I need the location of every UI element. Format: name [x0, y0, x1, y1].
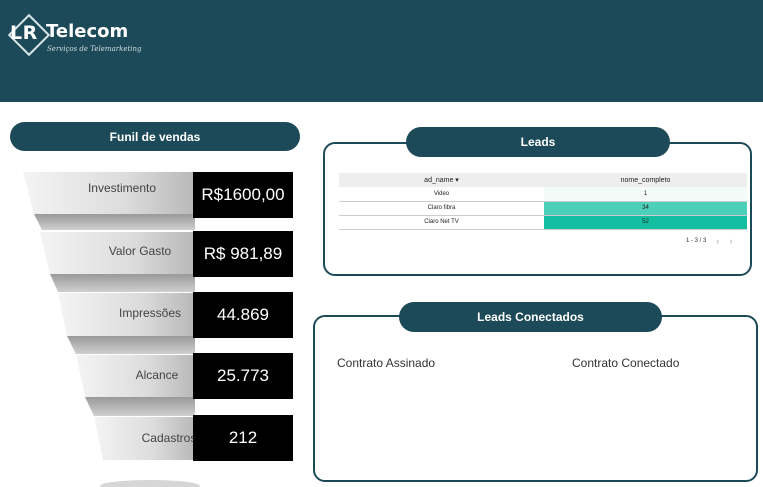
funnel-label-impressoes: Impressões: [118, 306, 182, 320]
table-cell-ad-name: Video: [339, 187, 544, 202]
lr-telecom-logo: LR Telecom Serviços de Telemarketing: [7, 13, 142, 64]
chevron-right-icon[interactable]: ›: [729, 236, 733, 246]
funnel-stage-4: [76, 355, 195, 397]
table-row: Video 1: [339, 187, 747, 202]
funnel-value-investimento: R$1600,00: [193, 172, 293, 218]
leads-title: Leads: [406, 127, 670, 157]
logo-telecom-text: Telecom: [46, 21, 129, 42]
funnel-shadow-2: [50, 274, 195, 292]
leads-table-header: ad_name ▾ nome_completo: [339, 173, 747, 187]
funnel-label-valor-gasto: Valor Gasto: [108, 244, 172, 258]
funnel-stage-2: [40, 232, 195, 274]
table-cell-nome-completo: 1: [544, 187, 747, 202]
table-pagination: 1 - 3 / 3 ‹ ›: [686, 236, 732, 246]
header-bar: LR Telecom Serviços de Telemarketing: [0, 0, 763, 102]
funnel-shadow-4: [85, 397, 195, 416]
pagination-text: 1 - 3 / 3: [686, 238, 707, 244]
funnel-value-cadastros: 212: [193, 415, 293, 461]
column-header-nome-completo[interactable]: nome_completo: [544, 173, 747, 187]
funnel-shadow-1: [34, 214, 195, 230]
funnel-stage-3: [58, 293, 195, 336]
funnel-graphic: [23, 172, 200, 487]
funnel-stage-1: [23, 172, 195, 214]
chevron-left-icon[interactable]: ‹: [716, 236, 720, 246]
funnel-label-alcance: Alcance: [135, 368, 179, 382]
table-cell-ad-name: Claro fibra: [339, 201, 544, 216]
logo-lr-text: LR: [10, 22, 38, 44]
leads-table: ad_name ▾ nome_completo Video 1 Claro fi…: [339, 173, 747, 230]
funnel-label-investimento: Investimento: [87, 181, 157, 195]
leads-conectados-panel: [313, 315, 758, 482]
sales-funnel: Investimento Valor Gasto Impressões Alca…: [20, 170, 200, 487]
table-row: Claro Net TV 52: [339, 215, 747, 230]
funnel-value-impressoes: 44.869: [193, 292, 293, 338]
table-cell-nome-completo: 52: [544, 215, 747, 230]
funnel-value-alcance: 25.773: [193, 353, 293, 399]
contrato-assinado-label: Contrato Assinado: [337, 356, 436, 370]
funnel-stage-5: [94, 417, 195, 460]
table-row: Claro fibra 34: [339, 201, 747, 216]
funnel-shadow-3: [67, 336, 195, 354]
logo-subtitle: Serviços de Telemarketing: [47, 45, 142, 53]
contrato-conectado-label: Contrato Conectado: [572, 356, 680, 370]
table-cell-nome-completo: 34: [544, 201, 747, 216]
funnel-title: Funil de vendas: [10, 122, 300, 151]
funnel-value-valor-gasto: R$ 981,89: [193, 231, 293, 277]
table-cell-ad-name: Claro Net TV: [339, 215, 544, 230]
leads-conectados-title: Leads Conectados: [399, 302, 662, 332]
funnel-base-shadow: [100, 480, 200, 487]
column-header-ad-name[interactable]: ad_name ▾: [339, 173, 544, 187]
funnel-label-cadastros: Cadastros: [141, 431, 197, 445]
